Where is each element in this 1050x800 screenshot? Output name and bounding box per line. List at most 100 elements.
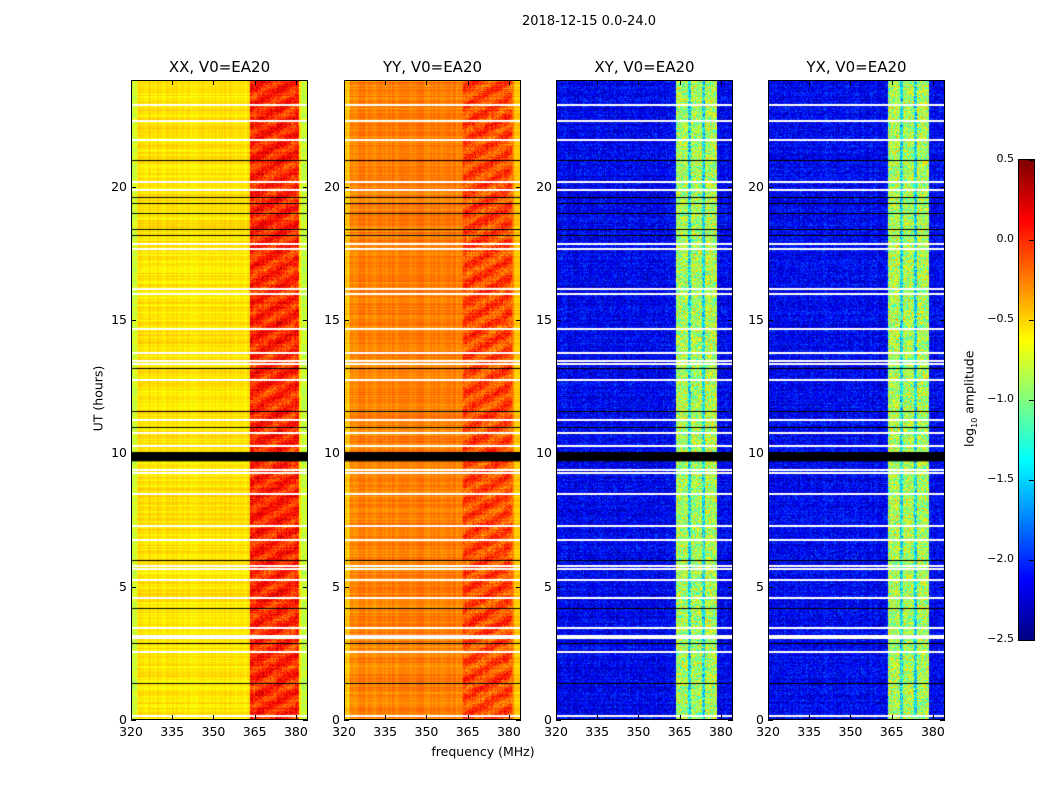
x-tick-label: 350 (201, 724, 226, 739)
y-tick-right (303, 586, 308, 588)
x-tick-label: 335 (797, 724, 822, 739)
x-tick-top (254, 80, 256, 85)
colorbar-tick (1029, 400, 1034, 401)
y-tick-label: 5 (119, 578, 127, 594)
x-tick-top (891, 80, 893, 85)
y-tick-right (940, 586, 945, 588)
y-tick-right (940, 453, 945, 455)
x-tick-top (638, 80, 640, 85)
y-tick-label: 0 (756, 712, 764, 727)
x-tick-label: 365 (455, 724, 480, 739)
y-tick (344, 186, 349, 188)
heatmap-panel-yy: YY, V0=EA20 320 335 350 365 380 0 5 10 15 20 (324, 58, 521, 739)
x-tick-top (720, 80, 722, 85)
x-tick (597, 715, 599, 720)
y-tick-right (516, 186, 521, 188)
y-tick (131, 320, 136, 321)
y-tick-label: 15 (111, 312, 127, 327)
x-tick-top (679, 80, 681, 85)
x-tick-label: 380 (708, 724, 733, 739)
colorbar-tick-label: −2.5 (987, 632, 1014, 645)
x-tick-top (508, 80, 510, 85)
colorbar-tick-label: 0.5 (996, 152, 1015, 165)
y-tick-label: 10 (748, 445, 764, 461)
x-tick (131, 715, 132, 720)
x-tick-top (385, 80, 387, 85)
y-tick-label: 20 (536, 178, 552, 194)
y-tick (556, 320, 561, 321)
y-tick (556, 186, 561, 188)
x-tick (213, 715, 215, 720)
colorbar-tick-label: −0.5 (987, 312, 1014, 325)
y-tick (556, 720, 561, 721)
y-tick-right (516, 453, 521, 455)
x-tick-label: 365 (667, 724, 692, 739)
x-tick (385, 715, 387, 720)
x-tick-label: 320 (332, 724, 356, 739)
y-tick-label: 10 (324, 445, 340, 461)
y-tick (768, 320, 773, 321)
x-tick-top (213, 80, 215, 85)
y-tick-right (940, 320, 945, 321)
x-tick (638, 715, 640, 720)
y-tick-label: 5 (756, 578, 764, 594)
y-tick (131, 720, 136, 721)
y-tick-right (516, 586, 521, 588)
y-tick-label: 20 (324, 178, 340, 194)
heatmap-panel-xx: XX, V0=EA20 320 335 350 365 380 0 5 10 15 20 (111, 58, 308, 739)
panel-frame (131, 80, 308, 720)
y-tick-label: 15 (748, 312, 764, 327)
x-tick-top (809, 80, 811, 85)
heatmap-panel-yx: YX, V0=EA20 320 335 350 365 380 0 5 10 15 20 (748, 58, 945, 739)
colorbar-tick-label: −1.0 (987, 392, 1014, 405)
y-tick-label: 0 (332, 712, 340, 727)
x-tick-top (295, 80, 297, 85)
panel-frame (344, 80, 521, 720)
y-tick-right (728, 586, 733, 588)
y-tick (131, 186, 136, 188)
y-tick-right (516, 320, 521, 321)
y-tick (131, 586, 136, 588)
x-tick-label: 380 (920, 724, 945, 739)
y-tick (768, 720, 773, 721)
x-tick-label: 350 (626, 724, 651, 739)
x-tick (809, 715, 811, 720)
y-tick-right (728, 453, 733, 455)
x-tick-label: 365 (242, 724, 267, 739)
y-tick-right (728, 320, 733, 321)
y-tick (344, 453, 349, 455)
x-tick-top (850, 80, 852, 85)
x-tick (556, 715, 557, 720)
x-tick-label: 380 (283, 724, 308, 739)
y-tick-right (303, 186, 308, 188)
x-tick-label: 335 (160, 724, 185, 739)
x-tick (254, 715, 256, 720)
figure-title: 2018-12-15 0.0-24.0 (522, 14, 656, 29)
y-tick (344, 320, 349, 321)
x-tick-label: 350 (838, 724, 863, 739)
heatmap-image (344, 80, 521, 720)
colorbar-tick-label: −1.5 (987, 472, 1014, 485)
y-tick-label: 15 (324, 312, 340, 327)
y-tick-label: 5 (332, 578, 340, 594)
colorbar-tick (1029, 160, 1034, 161)
colorbar-tick (1029, 320, 1034, 321)
y-tick-label: 20 (111, 178, 127, 194)
colorbar-tick (1029, 240, 1034, 241)
x-tick-label: 320 (119, 724, 143, 739)
y-tick-right (940, 186, 945, 188)
colorbar-tick (1029, 640, 1034, 641)
x-tick (344, 715, 345, 720)
panel-title: XY, V0=EA20 (594, 58, 695, 76)
y-tick (344, 720, 349, 721)
panel-frame (556, 80, 733, 720)
x-tick (172, 715, 174, 720)
x-tick (295, 715, 297, 720)
x-tick (850, 715, 852, 720)
x-tick-top (131, 80, 132, 85)
y-tick (768, 586, 773, 588)
x-tick (891, 715, 893, 720)
y-tick-label: 10 (111, 445, 127, 461)
y-tick (344, 586, 349, 588)
